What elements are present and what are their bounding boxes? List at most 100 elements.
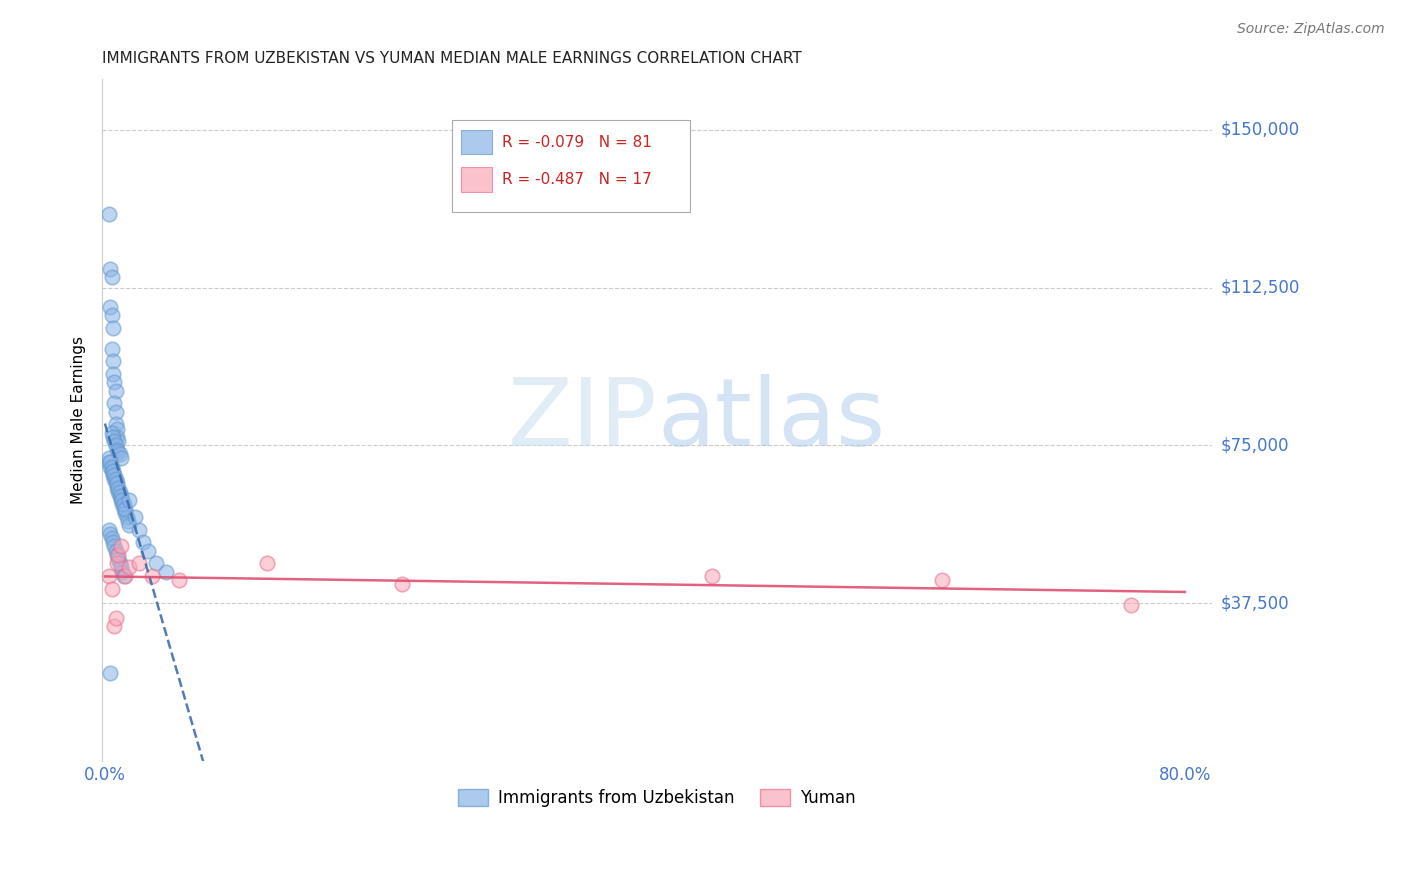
Point <box>100 342 122 356</box>
Text: $75,000: $75,000 <box>1220 436 1289 454</box>
Point <box>103 540 125 554</box>
Point <box>112 497 135 511</box>
Point <box>114 501 136 516</box>
Point <box>100 459 122 474</box>
Point <box>108 484 131 499</box>
Point <box>103 472 125 486</box>
Point <box>100 582 122 596</box>
Point <box>111 565 134 579</box>
Point <box>108 556 131 570</box>
Point <box>110 451 132 466</box>
Point <box>114 506 136 520</box>
Point <box>103 396 125 410</box>
Point <box>702 569 724 583</box>
Text: IMMIGRANTS FROM UZBEKISTAN VS YUMAN MEDIAN MALE EARNINGS CORRELATION CHART: IMMIGRANTS FROM UZBEKISTAN VS YUMAN MEDI… <box>103 51 801 66</box>
Point <box>107 444 129 458</box>
Point <box>104 384 127 398</box>
Point <box>103 376 125 390</box>
Point <box>111 493 134 508</box>
Point <box>112 501 135 516</box>
Point <box>124 510 146 524</box>
Point <box>110 540 132 554</box>
Text: $112,500: $112,500 <box>1220 278 1299 297</box>
Text: ZIP: ZIP <box>508 375 657 467</box>
Point <box>104 543 127 558</box>
Text: R = -0.079   N = 81: R = -0.079 N = 81 <box>502 135 651 150</box>
Point <box>115 510 138 524</box>
Point <box>112 569 135 583</box>
Point <box>101 367 124 381</box>
Point <box>98 526 121 541</box>
Point <box>931 573 953 587</box>
Point <box>101 430 124 444</box>
Point <box>256 556 278 570</box>
Point <box>110 493 132 508</box>
Text: Source: ZipAtlas.com: Source: ZipAtlas.com <box>1237 22 1385 37</box>
Point <box>111 497 134 511</box>
Y-axis label: Median Male Earnings: Median Male Earnings <box>72 336 86 504</box>
Point <box>110 489 132 503</box>
Point <box>105 442 128 457</box>
Point <box>155 565 177 579</box>
Point <box>391 577 413 591</box>
Point <box>100 425 122 440</box>
Point <box>98 300 121 314</box>
Point <box>104 611 127 625</box>
Point <box>101 354 124 368</box>
Point <box>104 438 127 452</box>
Point <box>128 523 150 537</box>
Point <box>108 489 131 503</box>
Point <box>101 464 124 478</box>
Point <box>98 261 121 276</box>
Point <box>118 518 141 533</box>
Legend: Immigrants from Uzbekistan, Yuman: Immigrants from Uzbekistan, Yuman <box>451 782 862 814</box>
Point <box>104 405 127 419</box>
Point <box>104 476 127 491</box>
Point <box>98 665 121 680</box>
Text: $37,500: $37,500 <box>1220 594 1289 612</box>
Point <box>104 417 127 432</box>
Point <box>103 467 125 482</box>
Point <box>132 535 155 549</box>
Point <box>167 573 190 587</box>
Point <box>97 455 120 469</box>
Point <box>118 560 141 574</box>
Text: R = -0.487   N = 17: R = -0.487 N = 17 <box>502 172 651 187</box>
Point <box>107 552 129 566</box>
FancyBboxPatch shape <box>461 130 492 154</box>
Point <box>107 481 129 495</box>
Point <box>107 548 129 562</box>
Point <box>105 481 128 495</box>
Point <box>105 548 128 562</box>
Point <box>101 535 124 549</box>
Point <box>105 422 128 436</box>
Point <box>110 560 132 574</box>
Point <box>128 556 150 570</box>
Point <box>145 556 167 570</box>
Point <box>104 472 127 486</box>
Point <box>98 459 121 474</box>
Text: atlas: atlas <box>657 375 886 467</box>
Text: $150,000: $150,000 <box>1220 120 1299 139</box>
Point <box>101 320 124 334</box>
Point <box>118 493 141 508</box>
Point <box>100 308 122 322</box>
Point <box>105 476 128 491</box>
Point <box>97 207 120 221</box>
Point <box>105 430 128 444</box>
Point <box>107 484 129 499</box>
Point <box>98 455 121 469</box>
FancyBboxPatch shape <box>451 120 690 212</box>
Point <box>97 569 120 583</box>
Point <box>141 569 163 583</box>
Point <box>100 531 122 545</box>
Point <box>117 514 139 528</box>
Point <box>97 523 120 537</box>
Point <box>136 543 159 558</box>
Point <box>103 619 125 633</box>
Point <box>103 434 125 449</box>
Point <box>97 451 120 466</box>
Point <box>101 467 124 482</box>
FancyBboxPatch shape <box>461 168 492 192</box>
Point <box>100 270 122 285</box>
